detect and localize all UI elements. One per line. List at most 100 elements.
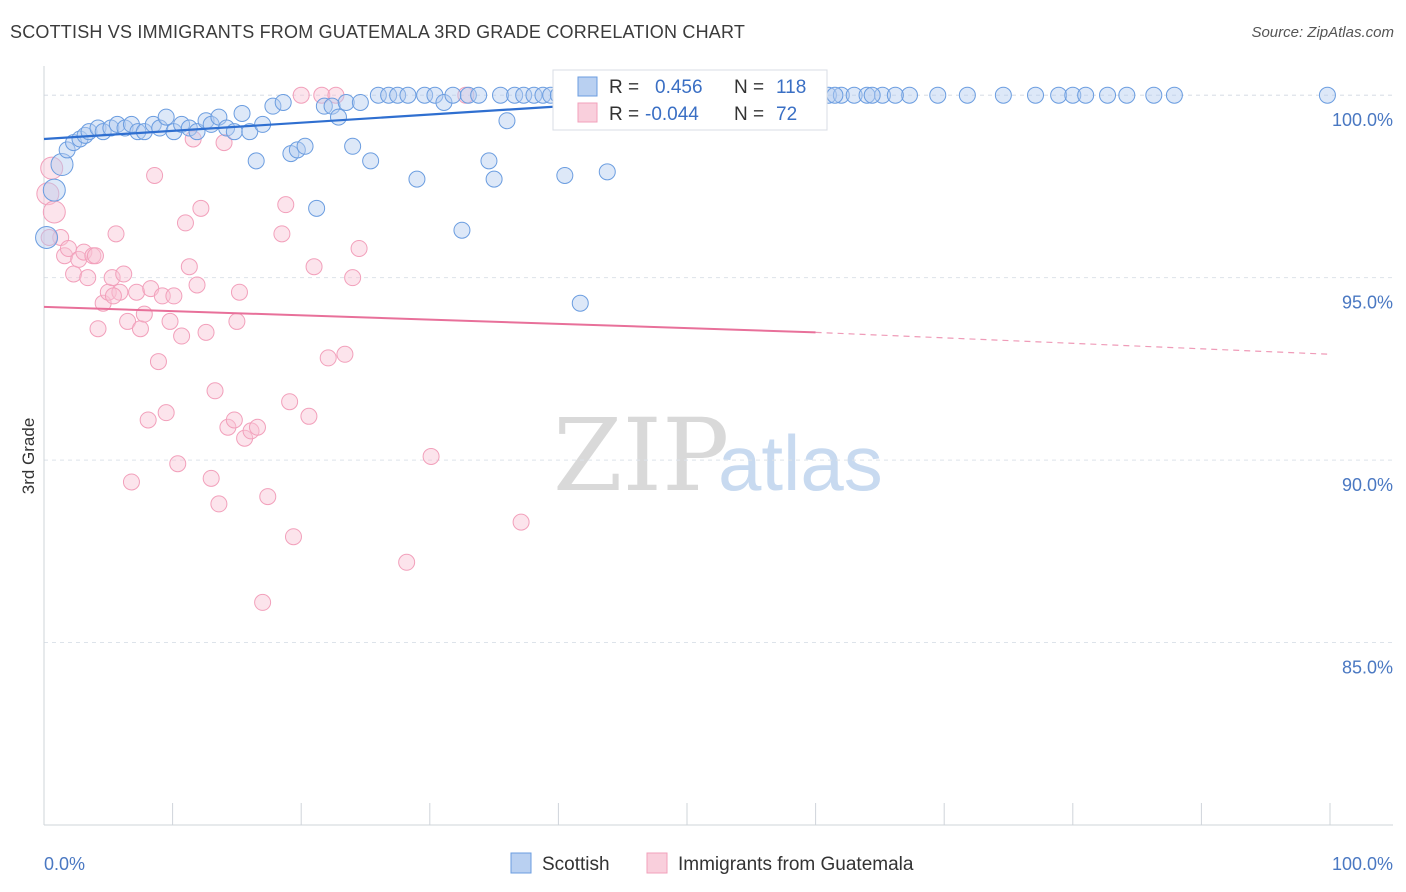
guatemala-point [273,225,291,243]
guatemala-point [512,513,530,531]
scottish-points [35,86,1336,312]
scottish-point [274,93,292,111]
guatemala-point [107,225,125,243]
grid-lines [44,94,1393,644]
scottish-point [50,153,74,177]
guatemala-points [36,86,530,611]
scottish-point [108,115,126,133]
scottish-point [362,152,380,170]
guatemala-point [153,287,171,305]
scottish-point [344,137,362,155]
guatemala-point [206,382,224,400]
guatemala-point [169,455,187,473]
scottish-point [1318,86,1336,104]
scottish-point [1165,86,1183,104]
scottish-point [1118,86,1136,104]
scottish-point [296,137,314,155]
legend-label-guatemala: Immigrants from Guatemala [678,854,914,875]
scottish-point [571,294,589,312]
y-tick-labels: 85.0% 90.0% 95.0% 100.0% [1332,110,1393,677]
pink-n-label: N = [734,104,764,125]
scottish-point [480,152,498,170]
guatemala-point [36,182,60,206]
scottish-point [157,108,175,126]
guatemala-point [119,312,137,330]
guatemala-trend-extension [815,331,1331,355]
legend-swatch-guatemala [646,852,668,874]
guatemala-point [176,214,194,232]
guatemala-point [122,473,140,491]
guatemala-point [210,495,228,513]
guatemala-point [115,265,133,283]
scottish-point [556,166,574,184]
scottish-point [1064,86,1082,104]
scottish-point [399,86,417,104]
scottish-point [389,86,407,104]
blue-stat-swatch [577,76,598,97]
guatemala-point [230,283,248,301]
scottish-point [525,86,543,104]
scottish-point [42,178,66,202]
guatemala-point [350,239,368,257]
guatemala-trend-line [43,305,816,334]
guatemala-point [197,323,215,341]
y-axis-label: 3rd Grade [19,418,38,495]
scottish-point [506,86,524,104]
guatemala-point [398,553,416,571]
scottish-point [873,86,891,104]
guatemala-point [135,305,153,323]
scottish-point [470,86,488,104]
guatemala-point [259,488,277,506]
guatemala-point [228,312,246,330]
scottish-point [1027,86,1045,104]
legend-label-scottish: Scottish [542,854,610,875]
guatemala-point [202,469,220,487]
guatemala-point [344,269,362,287]
scottish-point [180,119,198,137]
y-tick-label: 90.0% [1342,475,1393,495]
guatemala-point [104,287,122,305]
scottish-point [416,86,434,104]
watermark-atlas: atlas [718,419,883,507]
guatemala-point [284,528,302,546]
scottish-point [598,163,616,181]
scottish-point [308,199,326,217]
scottish-point [435,93,453,111]
guatemala-point [225,411,243,429]
scottish-point [58,141,76,159]
scottish-point [337,93,355,111]
guatemala-point [336,345,354,363]
guatemala-point [180,258,198,276]
scottish-point [233,104,251,122]
blue-n-label: N = [734,77,764,98]
blue-n-value: 118 [776,77,806,98]
scottish-point [288,141,306,159]
scottish-point [453,221,471,239]
guatemala-point [89,320,107,338]
scottish-point [900,86,918,104]
scottish-point [858,86,876,104]
legend: Scottish Immigrants from Guatemala [510,852,914,875]
guatemala-point [161,312,179,330]
source-label: Source: ZipAtlas.com [1251,24,1394,41]
guatemala-point [173,327,191,345]
x-tick-label-max: 100.0% [1332,854,1393,874]
y-tick-label: 95.0% [1342,293,1393,313]
guatemala-point [319,349,337,367]
guatemala-point [131,320,149,338]
scottish-point [485,170,503,188]
legend-swatch-scottish [510,852,532,874]
scottish-point [35,226,59,250]
guatemala-point [128,283,146,301]
guatemala-point [236,429,254,447]
chart-title: SCOTTISH VS IMMIGRANTS FROM GUATEMALA 3R… [10,22,746,42]
scottish-point [994,86,1012,104]
guatemala-point [292,86,310,104]
guatemala-point [305,258,323,276]
guatemala-point [192,199,210,217]
guatemala-point [313,86,331,104]
x-tick-label-min: 0.0% [44,854,85,874]
scottish-point [845,86,863,104]
scottish-point [886,86,904,104]
